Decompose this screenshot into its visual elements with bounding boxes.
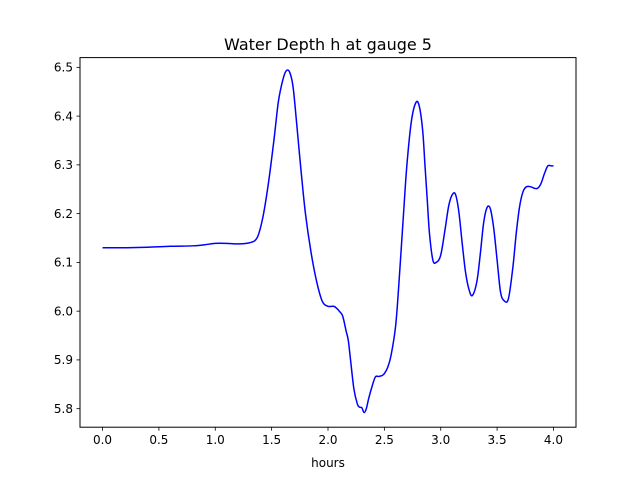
y-axis: 5.8 5.9 6.0 6.1 6.2 6.3 6.4 6.5 [54,61,80,416]
x-tick-label: 2.5 [375,433,394,447]
x-tick-label: 4.0 [544,433,563,447]
y-tick-label: 6.2 [54,207,73,221]
plot-area-frame [79,57,577,428]
x-tick-label: 2.0 [318,433,337,447]
y-tick-label: 6.0 [54,304,73,318]
x-tick-label: 0.5 [149,433,168,447]
x-tick-label: 3.5 [488,433,507,447]
y-tick-label: 6.1 [54,256,73,270]
x-tick-label: 1.0 [206,433,225,447]
x-tick-label: 0.0 [93,433,112,447]
y-tick-label: 6.3 [54,158,73,172]
y-tick-label: 6.4 [54,109,73,123]
y-tick-label: 5.9 [54,353,73,367]
y-tick-label: 5.8 [54,402,73,416]
data-series [102,69,554,414]
x-tick-label: 3.0 [431,433,450,447]
x-axis-label: hours [311,456,345,470]
y-tick-label: 6.5 [54,61,73,75]
water-depth-line [102,69,554,414]
chart-title: Water Depth h at gauge 5 [224,35,432,54]
x-axis: 0.0 0.5 1.0 1.5 2.0 2.5 3.0 3.5 4.0 [93,427,563,447]
x-tick-label: 1.5 [262,433,281,447]
